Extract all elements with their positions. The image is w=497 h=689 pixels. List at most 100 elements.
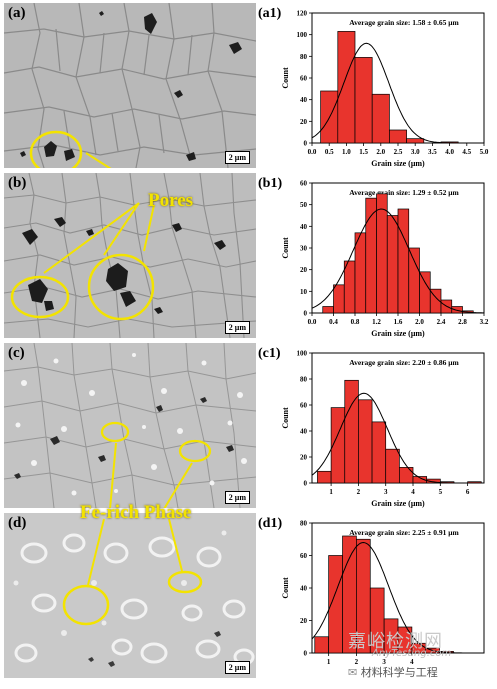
wechat-icon: ✉ xyxy=(348,666,361,679)
histogram-bar xyxy=(358,399,373,484)
histogram-c1: (c1) Average grain size: 2.20 ± 0.86 μm 1 2… xyxy=(258,343,496,508)
x-tick-label: 1.2 xyxy=(372,318,381,326)
normal-fit-curve xyxy=(311,208,484,314)
y-tick-label: 0 xyxy=(304,310,308,318)
y-tick-label: 100 xyxy=(297,31,308,39)
y-tick-label: 60 xyxy=(300,402,308,410)
histogram-bar xyxy=(333,284,345,314)
x-tick-label: 2 xyxy=(357,488,361,496)
sem-image-d: (d) 2 μm xyxy=(4,513,256,678)
x-tick-label: 3.0 xyxy=(411,148,420,156)
chart-title: Average grain size: 2.20 ± 0.86 μm xyxy=(349,358,459,367)
histogram-bar xyxy=(354,232,367,314)
y-tick-label: 80 xyxy=(300,53,308,61)
y-tick-label: 80 xyxy=(300,376,308,384)
x-tick-label: 4 xyxy=(411,488,415,496)
x-tick-label: 4.0 xyxy=(445,148,454,156)
x-axis-label: Grain size (μm) xyxy=(371,159,425,168)
panel-label-b: (b) xyxy=(8,175,27,191)
y-tick-label: 120 xyxy=(297,10,308,18)
scale-bar-c: 2 μm xyxy=(224,491,250,504)
x-tick-label: 3 xyxy=(384,488,388,496)
histogram-bar xyxy=(317,470,332,484)
y-tick-label: 50 xyxy=(300,201,308,209)
histogram-bar xyxy=(406,138,425,144)
histogram-bar xyxy=(386,215,399,314)
y-tick-label: 40 xyxy=(300,223,308,231)
y-tick-label: 10 xyxy=(300,288,308,296)
watermark-title: 嘉峪检测网 xyxy=(348,631,443,652)
x-tick-label: 0.0 xyxy=(308,318,317,326)
panel-label-a: (a) xyxy=(8,5,26,21)
y-tick-label: 0 xyxy=(304,480,308,488)
x-tick-label: 4 xyxy=(410,658,414,666)
watermark-account: ✉ 材料科学与工程 xyxy=(348,664,438,680)
y-tick-label: 20 xyxy=(300,454,308,462)
fe-rich-annotation: Fe-rich Phase xyxy=(80,502,192,523)
x-tick-label: 2.5 xyxy=(394,148,403,156)
x-tick-label: 0.5 xyxy=(325,148,334,156)
x-tick-label: 2.8 xyxy=(458,318,467,326)
x-tick-label: 1.0 xyxy=(342,148,351,156)
histogram-bar xyxy=(426,478,441,484)
panel-label-d: (d) xyxy=(8,515,27,531)
histogram-bar xyxy=(451,306,463,314)
x-tick-label: 5.0 xyxy=(480,148,489,156)
x-tick-label: 2.0 xyxy=(376,148,385,156)
x-tick-label: 3.5 xyxy=(428,148,437,156)
normal-fit-curve xyxy=(311,541,484,654)
chart-title: Average grain size: 1.29 ± 0.52 μm xyxy=(349,188,459,197)
x-tick-label: 2 xyxy=(355,658,359,666)
sem-micrograph-a xyxy=(4,3,256,168)
sem-micrograph-d xyxy=(4,513,256,678)
watermark-account-text: 材料科学与工程 xyxy=(360,666,438,679)
x-tick-label: 0.8 xyxy=(351,318,360,326)
y-tick-label: 40 xyxy=(300,428,308,436)
scale-bar-a: 2 μm xyxy=(224,151,250,164)
histogram-bar xyxy=(371,93,390,144)
histogram-bar xyxy=(376,193,388,314)
histogram-bar xyxy=(314,636,329,654)
chart-panel-label: (b1) xyxy=(258,176,282,191)
histogram-bar xyxy=(322,306,334,314)
x-tick-label: 1.5 xyxy=(359,148,368,156)
histogram-bar xyxy=(397,208,410,314)
x-tick-label: 3.2 xyxy=(480,318,489,326)
y-tick-label: 100 xyxy=(297,350,308,358)
y-tick-label: 20 xyxy=(300,617,308,625)
sem-image-b: (b) 2 μm xyxy=(4,173,256,338)
y-tick-label: 30 xyxy=(300,245,308,253)
y-tick-label: 20 xyxy=(300,118,308,126)
x-tick-label: 1.6 xyxy=(394,318,403,326)
scale-bar-b: 2 μm xyxy=(224,321,250,334)
y-axis-label: Count xyxy=(281,237,290,259)
normal-fit-curve xyxy=(311,42,484,144)
histogram-bar xyxy=(399,467,414,484)
x-tick-label: 0.0 xyxy=(308,148,317,156)
chart-title: Average grain size: 1.58 ± 0.65 μm xyxy=(349,18,459,27)
y-axis-label: Count xyxy=(281,577,290,599)
watermark-url: AnyTesting.com xyxy=(372,648,452,659)
y-axis-label: Count xyxy=(281,407,290,429)
y-tick-label: 20 xyxy=(300,266,308,274)
y-tick-label: 60 xyxy=(300,180,308,188)
y-tick-label: 60 xyxy=(300,552,308,560)
histogram-b1: (b1) Average grain size: 1.29 ± 0.52 μm 0.… xyxy=(258,173,496,338)
y-tick-label: 40 xyxy=(300,585,308,593)
histogram-bar xyxy=(354,57,373,144)
sem-micrograph-c xyxy=(4,343,256,508)
histogram-bar xyxy=(344,379,359,484)
y-tick-label: 0 xyxy=(304,140,308,148)
histogram-bar xyxy=(419,271,431,314)
histogram-bar xyxy=(397,626,413,654)
pores-annotation: Pores xyxy=(148,190,194,211)
histogram-bar xyxy=(385,448,400,484)
x-tick-label: 0.4 xyxy=(329,318,338,326)
sem-image-c: (c) 2 μm xyxy=(4,343,256,508)
panel-label-c: (c) xyxy=(8,345,25,361)
x-axis-label: Grain size (μm) xyxy=(371,499,425,508)
histogram-bar xyxy=(389,129,407,144)
x-tick-label: 4.5 xyxy=(462,148,471,156)
chart-title: Average grain size: 2.25 ± 0.91 μm xyxy=(349,528,459,537)
sem-image-a: (a) 2 μm xyxy=(4,3,256,168)
